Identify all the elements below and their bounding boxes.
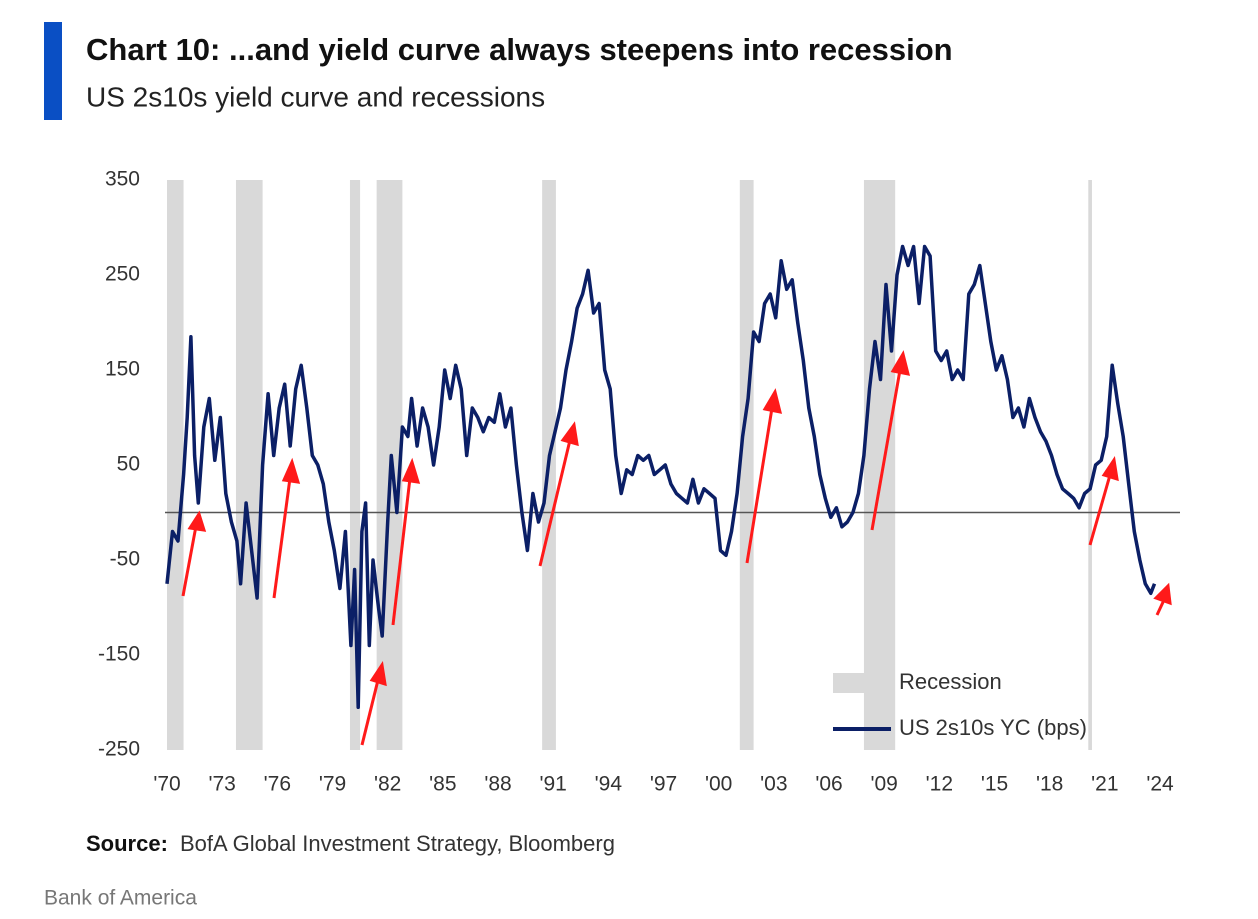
source-label: Source: (86, 831, 168, 856)
x-tick-label: '73 (208, 773, 235, 796)
recession-band (235, 180, 263, 750)
legend-recession-label: Recession (899, 669, 1002, 694)
source-text: BofA Global Investment Strategy, Bloombe… (180, 831, 615, 856)
x-tick-label: '94 (595, 773, 623, 796)
x-tick-label: '03 (760, 773, 787, 796)
x-tick-label: '82 (374, 773, 401, 796)
y-tick-label: 250 (105, 263, 140, 286)
x-tick-label: '91 (539, 773, 566, 796)
chart-subtitle: US 2s10s yield curve and recessions (86, 81, 545, 112)
x-tick-label: '97 (650, 773, 677, 796)
y-tick-label: 50 (117, 453, 140, 476)
plot-area: 350 250 150 50 -50 -150 -250 '70 '73 '76 '79 '82 '85… (98, 168, 1180, 796)
recession-band (167, 180, 184, 750)
x-tick-label: '70 (153, 773, 180, 796)
y-tick-label: 150 (105, 358, 140, 381)
x-tick-label: '21 (1091, 773, 1118, 796)
x-tick-label: '15 (981, 773, 1008, 796)
x-tick-label: '88 (484, 773, 511, 796)
recession-band (349, 180, 361, 750)
y-tick-label: -150 (98, 643, 140, 666)
x-tick-label: '79 (319, 773, 346, 796)
x-tick-label: '00 (705, 773, 732, 796)
x-tick-label: '24 (1146, 773, 1174, 796)
x-tick-label: '06 (815, 773, 842, 796)
x-tick-label: '12 (926, 773, 953, 796)
recession-band (739, 180, 754, 750)
recession-band (1088, 180, 1092, 750)
annotation-arrows (181, 350, 1172, 746)
x-tick-label: '18 (1036, 773, 1063, 796)
x-tick-label: '76 (264, 773, 291, 796)
y-tick-label: -50 (110, 548, 140, 571)
chart-title: Chart 10: ...and yield curve always stee… (86, 32, 953, 67)
x-tick-label: '85 (429, 773, 456, 796)
y-tick-label: 350 (105, 168, 140, 191)
x-tick-label: '09 (870, 773, 897, 796)
data-line (165, 244, 1157, 710)
legend-recession-swatch (833, 673, 891, 693)
title-accent (44, 22, 62, 120)
y-tick-label: -250 (98, 738, 140, 761)
legend-line-label: US 2s10s YC (bps) (899, 715, 1087, 740)
footer: Bank of America (44, 887, 197, 910)
recession-band (863, 180, 896, 750)
